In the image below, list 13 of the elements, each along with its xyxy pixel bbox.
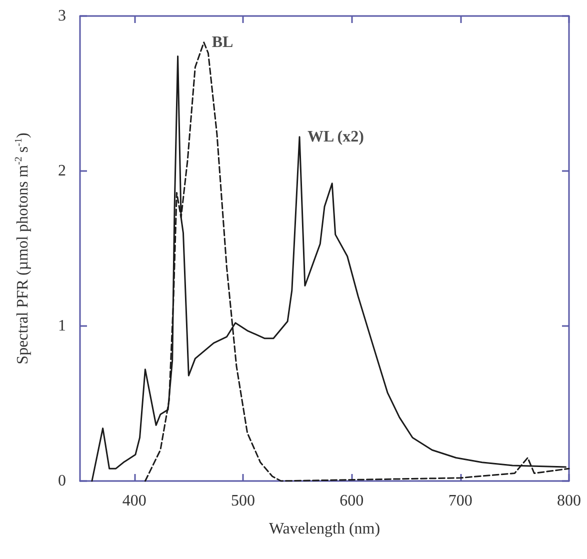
x-tick-label: 500 (231, 492, 255, 510)
y-tick-label: 2 (58, 162, 66, 180)
x-tick-label: 400 (122, 492, 146, 510)
y-tick-label: 0 (58, 472, 66, 490)
x-tick-label: 800 (557, 492, 581, 510)
annotation: WL (x2) (308, 128, 364, 146)
y-axis-title: Spectral PFR (µmol photons m-2 s-1) (14, 132, 32, 364)
x-tick-label: 700 (448, 492, 472, 510)
y-tick-label: 3 (58, 8, 66, 24)
annotation: BL (212, 34, 234, 51)
x-tick-label: 600 (340, 492, 364, 510)
x-axis-title: Wavelength (nm) (268, 520, 380, 538)
y-tick-label: 1 (58, 318, 66, 334)
